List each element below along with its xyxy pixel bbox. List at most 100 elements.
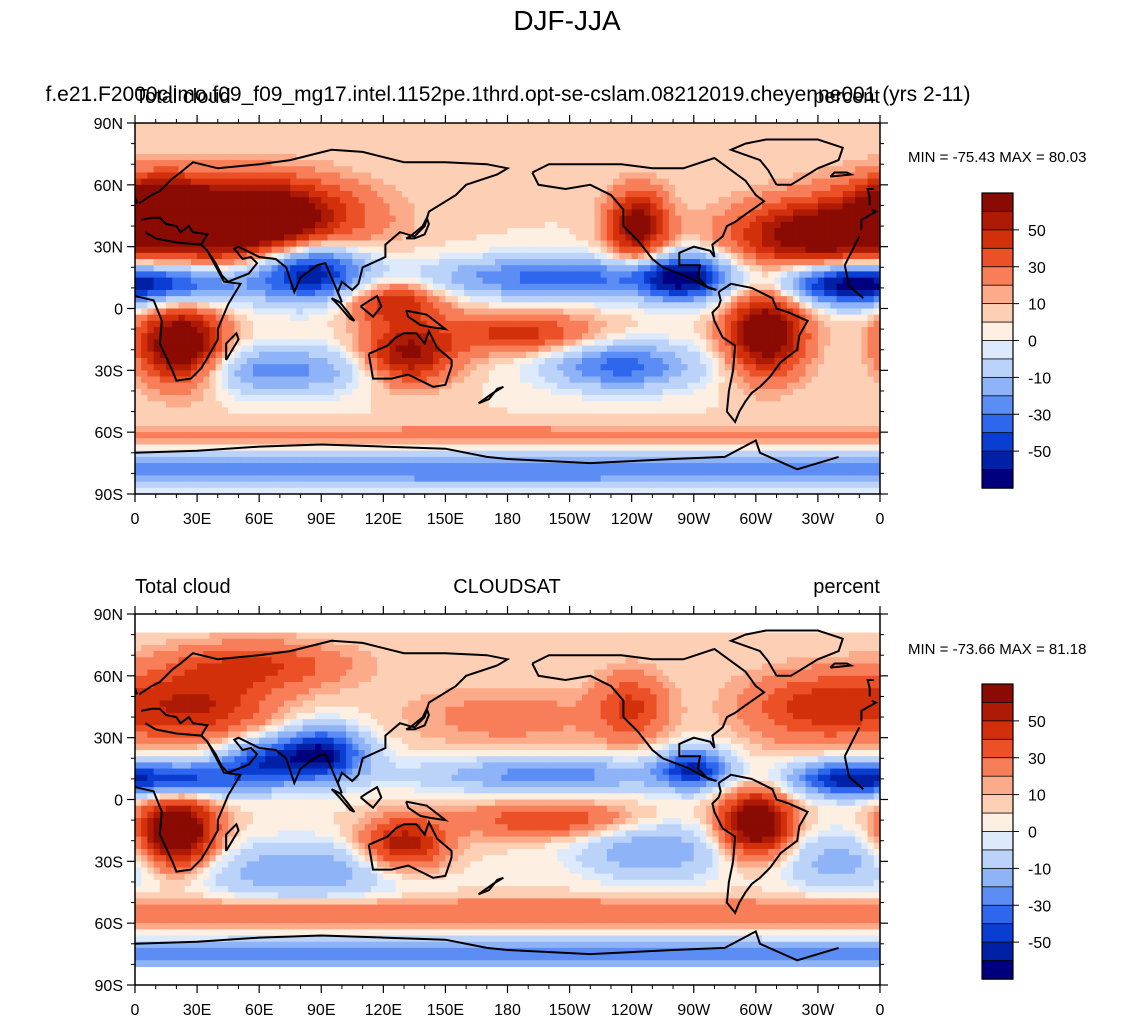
field-cell <box>426 339 434 347</box>
field-cell <box>867 289 875 297</box>
field-cell <box>252 178 260 186</box>
field-cell <box>401 221 409 229</box>
field-cell <box>389 153 397 161</box>
field-cell <box>706 228 713 235</box>
field-cell <box>364 141 372 149</box>
field-cell <box>166 160 173 167</box>
field-cell <box>495 370 502 378</box>
field-cell <box>358 320 366 328</box>
field-cell <box>563 277 571 285</box>
field-cell <box>221 209 229 217</box>
field-cell <box>296 172 304 180</box>
field-cell <box>588 129 596 136</box>
field-cell <box>507 234 515 242</box>
field-cell <box>712 289 720 297</box>
field-cell <box>569 129 577 136</box>
field-cell <box>644 123 651 130</box>
field-cell <box>439 296 447 303</box>
field-cell <box>414 172 422 180</box>
field-cell <box>488 178 496 186</box>
field-cell <box>557 277 564 285</box>
field-cell <box>699 147 707 155</box>
field-cell <box>209 166 217 174</box>
field-cell <box>141 221 149 229</box>
field-cell <box>383 178 391 186</box>
field-cell <box>470 308 478 316</box>
field-cell <box>861 246 869 254</box>
field-cell <box>712 308 720 316</box>
field-cell <box>197 215 204 223</box>
field-cell <box>346 153 353 161</box>
field-cell <box>563 209 571 217</box>
field-cell <box>650 166 658 174</box>
field-cell <box>817 345 825 353</box>
field-cell <box>401 289 409 297</box>
field-cell <box>507 333 515 341</box>
field-cell <box>737 147 745 155</box>
field-cell <box>346 203 353 211</box>
field-cell <box>575 283 583 291</box>
field-cell <box>737 283 745 291</box>
field-cell <box>575 123 583 130</box>
field-cell <box>563 215 571 223</box>
field-cell <box>625 339 633 347</box>
field-cell <box>830 209 838 217</box>
field-cell <box>656 215 664 223</box>
field-cell <box>352 203 360 211</box>
field-cell <box>619 147 627 155</box>
field-cell <box>377 209 384 217</box>
field-cell <box>240 357 248 365</box>
field-cell <box>861 327 869 334</box>
field-cell <box>668 339 676 347</box>
field-cell <box>240 147 248 155</box>
field-cell <box>135 339 142 347</box>
field-cell <box>296 221 304 229</box>
field-cell <box>228 333 235 341</box>
field-cell <box>383 364 391 371</box>
field-cell <box>470 345 478 353</box>
field-cell <box>786 364 794 371</box>
field-cell <box>277 215 285 223</box>
field-cell <box>768 271 776 279</box>
field-cell <box>526 184 533 192</box>
field-cell <box>675 141 682 149</box>
field-cell <box>613 339 620 347</box>
field-cell <box>277 160 285 167</box>
field-cell <box>662 345 670 353</box>
field-cell <box>178 277 186 285</box>
field-cell <box>321 203 329 211</box>
field-cell <box>519 265 527 272</box>
field-cell <box>811 215 819 223</box>
field-cell <box>650 302 658 310</box>
field-cell <box>693 308 701 316</box>
field-cell <box>470 314 478 322</box>
field-cell <box>315 314 322 322</box>
field-cell <box>544 265 552 272</box>
field-cell <box>464 327 471 334</box>
field-cell <box>259 166 266 174</box>
field-cell <box>731 135 738 143</box>
field-cell <box>706 252 713 260</box>
field-cell <box>501 289 509 297</box>
field-cell <box>426 221 434 229</box>
field-cell <box>519 277 527 285</box>
field-cell <box>426 228 434 235</box>
field-cell <box>401 141 409 149</box>
field-cell <box>197 265 204 272</box>
field-cell <box>321 240 329 248</box>
field-cell <box>184 147 192 155</box>
field-cell <box>873 166 880 174</box>
field-cell <box>265 364 273 371</box>
field-cell <box>339 252 347 260</box>
field-cell <box>203 302 211 310</box>
field-cell <box>352 289 360 297</box>
field-cell <box>395 370 403 378</box>
field-cell <box>308 252 316 260</box>
field-cell <box>277 357 285 365</box>
field-cell <box>675 283 682 291</box>
field-cell <box>433 302 440 310</box>
field-cell <box>613 221 620 229</box>
field-cell <box>296 215 304 223</box>
field-cell <box>743 166 751 174</box>
field-cell <box>190 327 198 334</box>
